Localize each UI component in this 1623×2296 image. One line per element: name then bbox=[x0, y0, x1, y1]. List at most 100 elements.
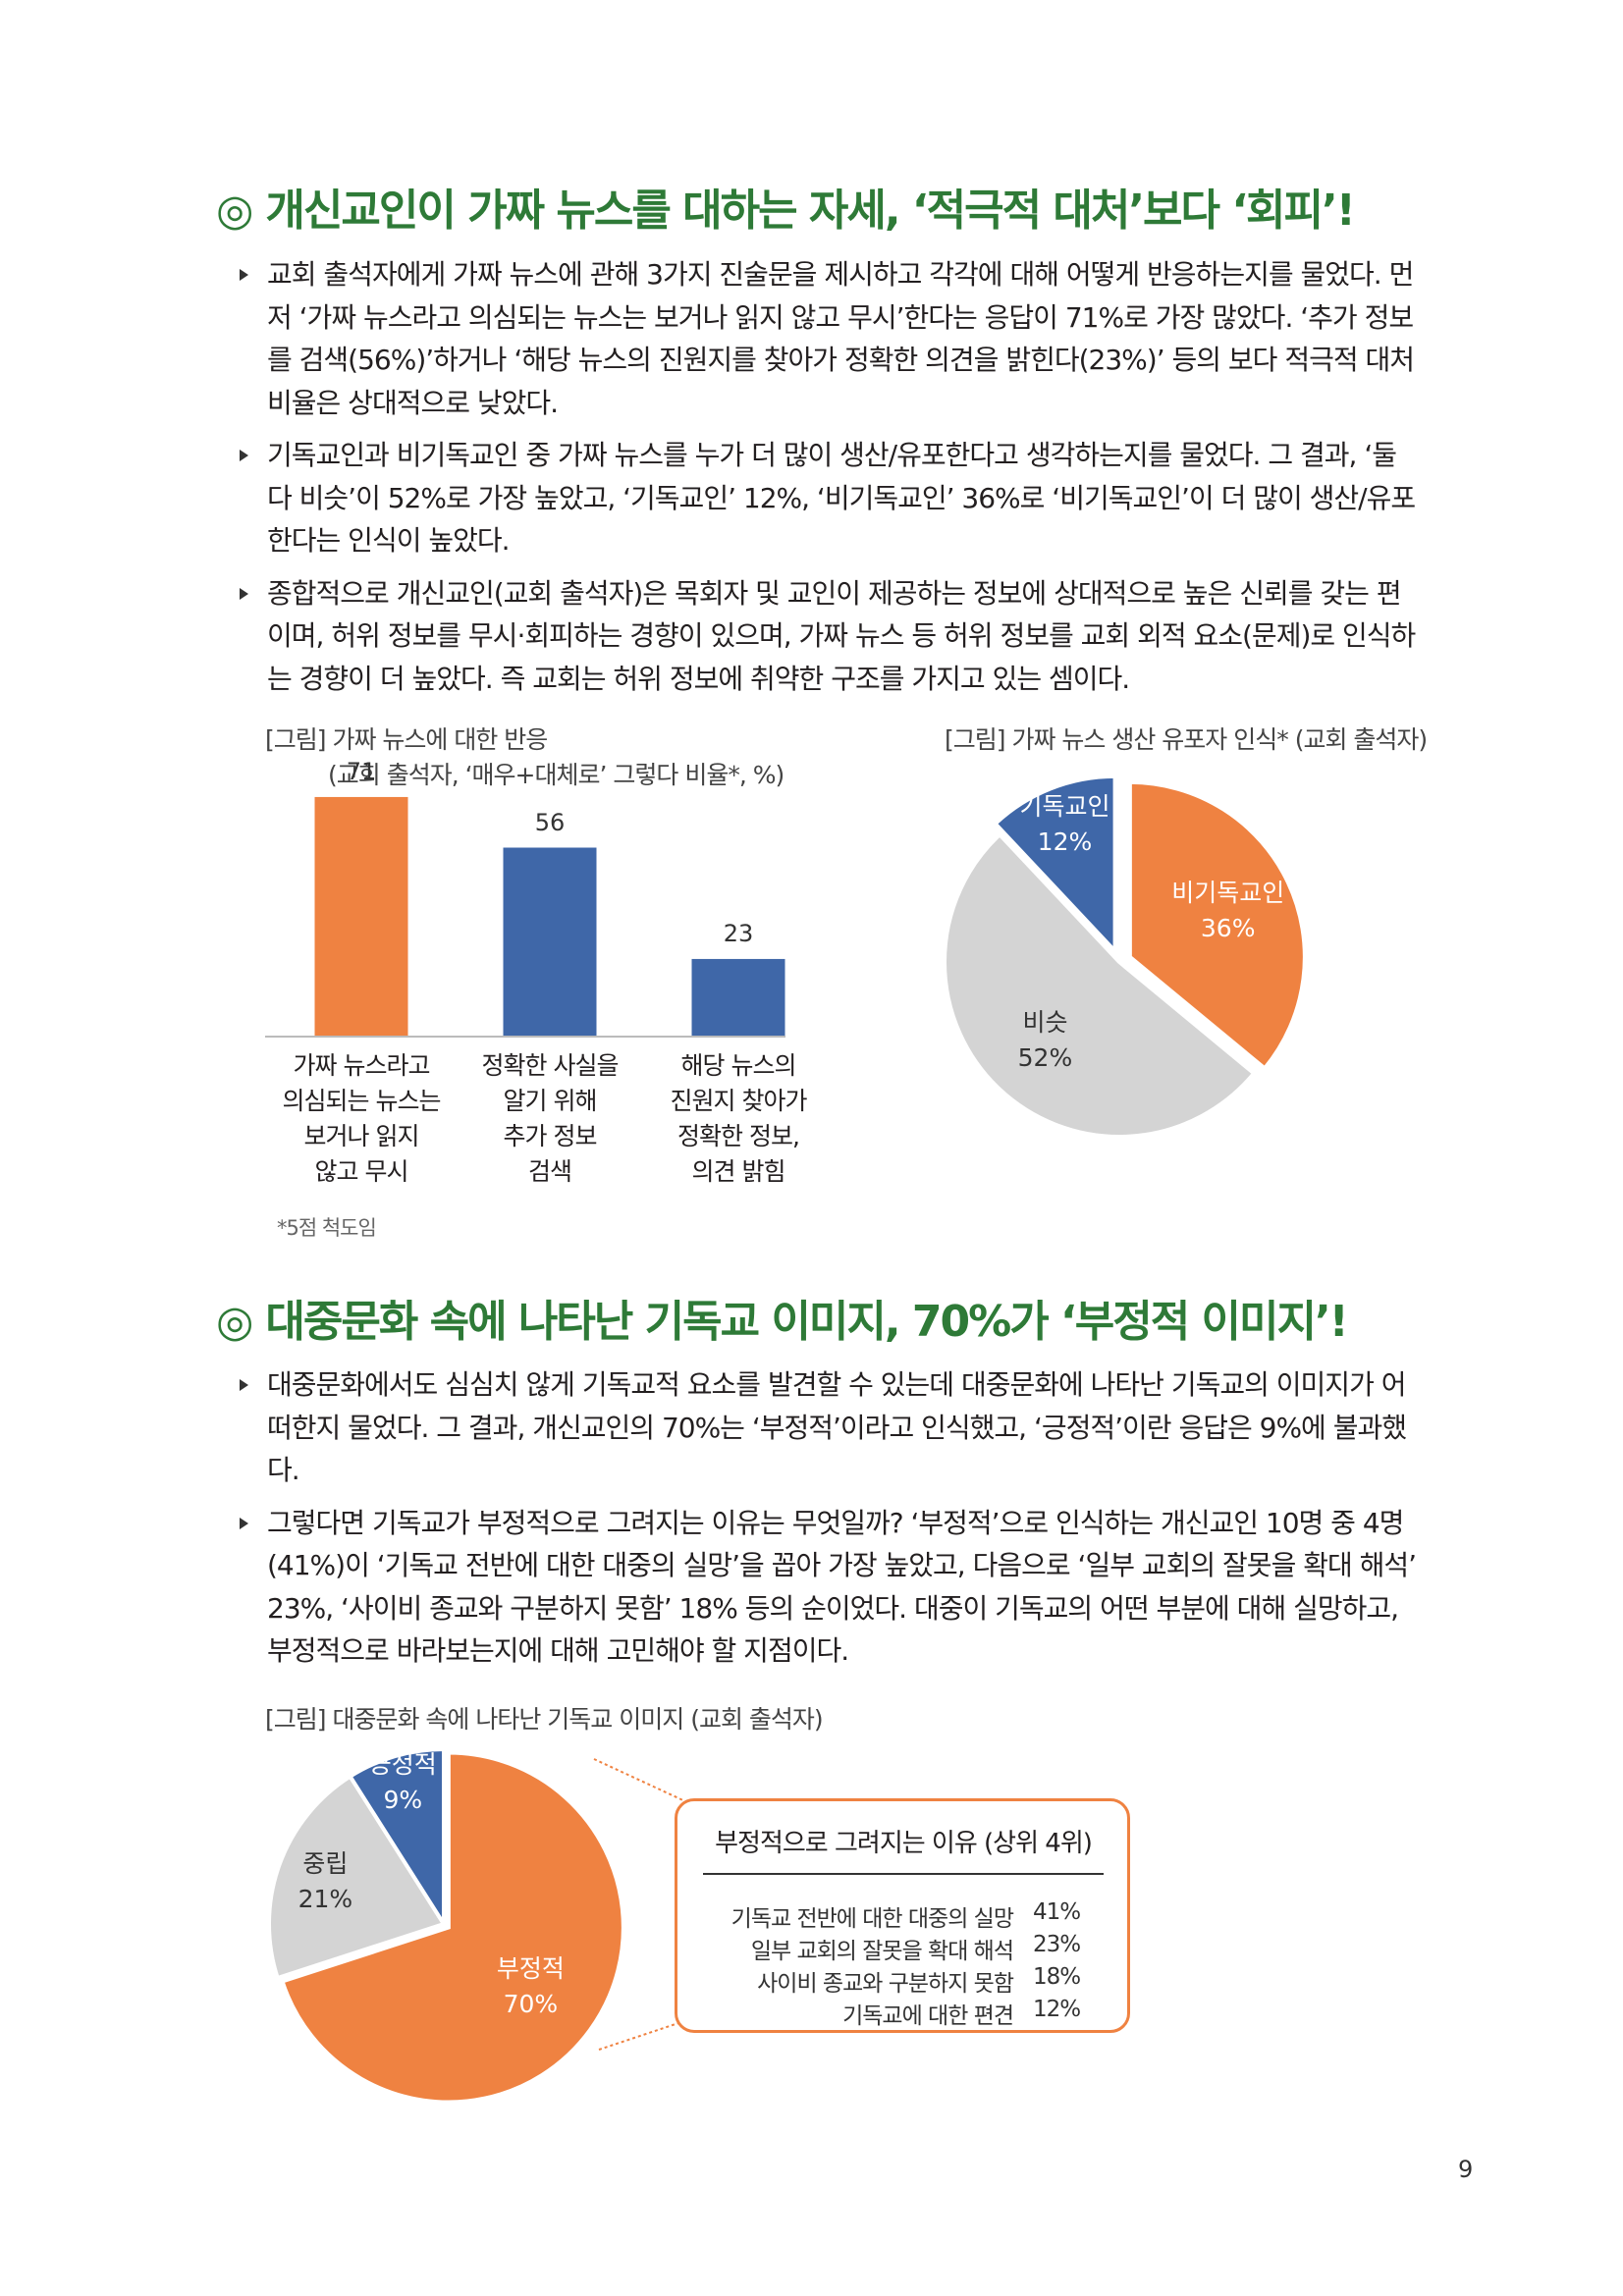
paragraph-line: 를 검색(56%)’하거나 ‘해당 뉴스의 진원지를 찾아가 정확한 의견을 밝… bbox=[267, 344, 1415, 376]
bar-category-line: 진원지 찾아가 bbox=[670, 1087, 808, 1115]
figure1-note: *5점 척도임 bbox=[277, 1216, 377, 1240]
figure3-caption: [그림] 대중문화 속에 나타난 기독교 이미지 (교회 출석자) bbox=[265, 1705, 824, 1734]
pie-slice bbox=[992, 775, 1117, 956]
bar-category-line: 정확한 정보, bbox=[677, 1122, 800, 1150]
bullet-marker bbox=[240, 1379, 248, 1391]
page-number: 9 bbox=[1458, 2156, 1474, 2183]
paragraph-line: 저 ‘가짜 뉴스라고 의심되는 뉴스는 보거나 읽지 않고 무시’한다는 응답이… bbox=[267, 300, 1414, 334]
bullet-marker bbox=[240, 1517, 248, 1529]
reason-row: 기독교에 대한 편견 12% bbox=[697, 1997, 1100, 2029]
bar-category-line: 추가 정보 bbox=[503, 1122, 598, 1150]
bar-category-line: 검색 bbox=[527, 1157, 572, 1186]
paragraph-line: 종합적으로 개신교인(교회 출석자)은 목회자 및 교인이 제공하는 정보에 상… bbox=[267, 576, 1402, 610]
reason-label: 사이비 종교와 구분하지 못함 bbox=[757, 1971, 1014, 1997]
bar-value-label: 23 bbox=[723, 919, 754, 947]
paragraph-line: (41%)이 ‘기독교 전반에 대한 대중의 실망’을 꼽아 가장 높았고, 다… bbox=[267, 1549, 1417, 1581]
section2-title-text: 대중문화 속에 나타난 기독교 이미지, 70%가 ‘부정적 이미지’! bbox=[265, 1297, 1348, 1347]
pie-slice bbox=[347, 1746, 446, 1931]
paragraph-line: 대중문화에서도 심심치 않게 기독교적 요소를 발견할 수 있는데 대중문화에 … bbox=[267, 1368, 1407, 1401]
bar-category-label: 정확한 사실을 알기 위해 추가 정보 검색 bbox=[457, 1048, 643, 1190]
reason-value: 23% bbox=[1033, 1932, 1081, 1957]
bar-value-label: 71 bbox=[346, 757, 377, 785]
reason-row: 사이비 종교와 구분하지 못함 18% bbox=[697, 1964, 1100, 1997]
pie-slice-name: 부정적 bbox=[496, 1954, 565, 1984]
bar-category-line: 않고 무시 bbox=[314, 1157, 409, 1186]
double-circle-icon: ◎ bbox=[216, 1297, 253, 1347]
bullet-marker bbox=[240, 450, 248, 461]
paragraph-line: 비율은 상대적으로 낮았다. bbox=[267, 386, 559, 419]
paragraph-line: 이며, 허위 정보를 무시·회피하는 경향이 있으며, 가짜 뉴스 등 허위 정… bbox=[267, 619, 1416, 652]
pie-slice-name: 비기독교인 bbox=[1171, 878, 1285, 907]
paragraph-line: 는 경향이 더 높았다. 즉 교회는 허위 정보에 취약한 구조를 가지고 있는… bbox=[267, 662, 1130, 695]
section2-title: ◎ 대중문화 속에 나타난 기독교 이미지, 70%가 ‘부정적 이미지’! bbox=[216, 1286, 1349, 1349]
pie-slice bbox=[943, 831, 1257, 1139]
reason-row: 기독교 전반에 대한 대중의 실망 41% bbox=[697, 1899, 1100, 1932]
section1-title-text: 개신교인이 가짜 뉴스를 대하는 자세, ‘적극적 대처’보다 ‘회피’! bbox=[265, 186, 1355, 236]
pie-svg bbox=[943, 775, 1306, 1139]
figure1-caption: [그림] 가짜 뉴스에 대한 반응 bbox=[265, 725, 548, 754]
pie-slice bbox=[267, 1773, 448, 1981]
pie-slice-name: 기독교인 bbox=[1019, 791, 1110, 821]
double-circle-icon: ◎ bbox=[216, 186, 253, 236]
reason-value: 18% bbox=[1033, 1964, 1081, 1990]
bar-category-line: 알기 위해 bbox=[503, 1087, 598, 1115]
paragraph-line: 23%, ‘사이비 종교와 구분하지 못함’ 18% 등의 순이었다. 대중이 … bbox=[267, 1591, 1399, 1625]
pie-slice-value: 52% bbox=[1017, 1043, 1073, 1073]
paragraph-line: 다. bbox=[267, 1454, 300, 1486]
bar bbox=[503, 847, 597, 1037]
paragraph-line: 그렇다면 기독교가 부정적으로 그려지는 이유는 무엇일까? ‘부정적’으로 인… bbox=[267, 1506, 1404, 1539]
paragraph-line: 다 비슷’이 52%로 가장 높았고, ‘기독교인’ 12%, ‘비기독교인’ … bbox=[267, 481, 1416, 514]
pie-slice-name: 비슷 bbox=[1022, 1008, 1068, 1038]
paragraph: 대중문화에서도 심심치 않게 기독교적 요소를 발견할 수 있는데 대중문화에 … bbox=[267, 1363, 1470, 1492]
pie-slice-label: 비기독교인 36% bbox=[1160, 876, 1297, 946]
paragraph-line: 부정적으로 바라보는지에 대해 고민해야 할 지점이다. bbox=[267, 1634, 849, 1667]
bar bbox=[691, 958, 785, 1037]
section1-title: ◎ 개신교인이 가짜 뉴스를 대하는 자세, ‘적극적 대처’보다 ‘회피’! bbox=[216, 175, 1356, 238]
pie-slice bbox=[1127, 779, 1306, 1072]
pie-slice-label: 기독교인 12% bbox=[996, 789, 1133, 860]
bar-category-line: 의견 밝힘 bbox=[691, 1157, 786, 1186]
bar-chart: 71 가짜 뉴스라고 의심되는 뉴스는 보거나 읽지 않고 무시 56 정확한 사실을 알기 … bbox=[265, 758, 815, 1207]
pie-slice-value: 12% bbox=[1037, 827, 1093, 856]
pie-slice-name: 긍정적 bbox=[368, 1750, 437, 1780]
reason-label: 일부 교회의 잘못을 확대 해석 bbox=[750, 1939, 1014, 1964]
pie-slice-label: 부정적 70% bbox=[461, 1951, 599, 2022]
reason-label: 기독교 전반에 대한 대중의 실망 bbox=[730, 1906, 1014, 1932]
reasons-title: 부정적으로 그려지는 이유 (상위 4위) bbox=[703, 1823, 1104, 1875]
figure2-caption: [그림] 가짜 뉴스 생산 유포자 인식* (교회 출석자) bbox=[945, 725, 1428, 754]
pie-slice bbox=[280, 1750, 625, 2105]
paragraph-line: 교회 출석자에게 가짜 뉴스에 관해 3가지 진술문을 제시하고 각각에 대해 … bbox=[267, 258, 1414, 291]
pie-slice-value: 70% bbox=[503, 1990, 559, 2019]
bullet-marker bbox=[240, 269, 248, 281]
pie-slice-label: 긍정적 9% bbox=[334, 1747, 471, 1818]
figure1-subcaption: (교회 출석자, ‘매우+대체로’ 그렇다 비율*, %) bbox=[328, 761, 784, 789]
bar-category-line: 보거나 읽지 bbox=[303, 1122, 420, 1150]
bar-value-label: 56 bbox=[534, 808, 566, 836]
bullet-marker bbox=[240, 587, 248, 600]
pie-chart-image: 부정적 70% 중립 21% 긍정적 9% bbox=[257, 1737, 630, 2110]
paragraph-line: 떠한지 물었다. 그 결과, 개신교인의 70%는 ‘부정적’이라고 인식했고,… bbox=[267, 1411, 1407, 1444]
pie-slice-name: 중립 bbox=[302, 1848, 349, 1878]
pie-slice-value: 9% bbox=[383, 1786, 423, 1815]
pie-svg bbox=[267, 1746, 625, 2105]
reason-label: 기독교에 대한 편견 bbox=[842, 2003, 1014, 2029]
pie-slice-label: 중립 21% bbox=[256, 1846, 394, 1917]
paragraph: 교회 출석자에게 가짜 뉴스에 관해 3가지 진술문을 제시하고 각각에 대해 … bbox=[267, 253, 1470, 424]
bar-chart-svg bbox=[265, 796, 785, 1038]
pie-slice-label: 비슷 52% bbox=[976, 1005, 1113, 1076]
paragraph-line: 한다는 인식이 높았다. bbox=[267, 524, 511, 557]
reason-row: 일부 교회의 잘못을 확대 해석 23% bbox=[697, 1932, 1100, 1964]
bar-category-line: 의심되는 뉴스는 bbox=[282, 1087, 442, 1115]
reasons-box: 부정적으로 그려지는 이유 (상위 4위) 기독교 전반에 대한 대중의 실망 4… bbox=[675, 1798, 1130, 2033]
pie-slice-value: 36% bbox=[1200, 913, 1256, 942]
reason-value: 12% bbox=[1033, 1997, 1081, 2022]
bar-category-line: 해당 뉴스의 bbox=[680, 1051, 797, 1080]
paragraph-line: 기독교인과 비기독교인 중 가짜 뉴스를 누가 더 많이 생산/유포한다고 생각… bbox=[267, 439, 1397, 471]
paragraph: 종합적으로 개신교인(교회 출석자)은 목회자 및 교인이 제공하는 정보에 상… bbox=[267, 572, 1470, 701]
bar-category-line: 가짜 뉴스라고 bbox=[293, 1051, 431, 1080]
paragraph: 기독교인과 비기독교인 중 가짜 뉴스를 누가 더 많이 생산/유포한다고 생각… bbox=[267, 434, 1470, 562]
pie-chart-producers: 기독교인 12% 비기독교인 36% 비슷 52% bbox=[933, 775, 1306, 1148]
reason-value: 41% bbox=[1033, 1899, 1081, 1925]
